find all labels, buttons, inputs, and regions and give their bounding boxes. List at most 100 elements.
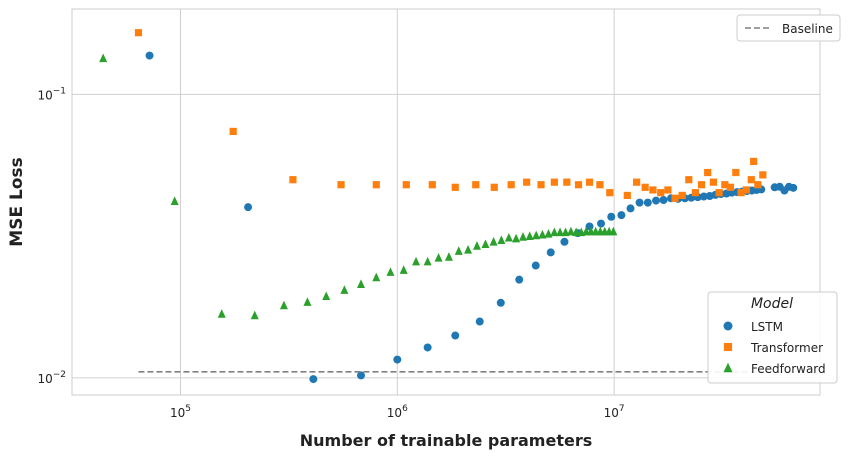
feedforward-point (538, 229, 547, 239)
feedforward-point (279, 300, 288, 310)
transformer-point (451, 183, 459, 191)
transformer-point (537, 181, 545, 189)
lstm-point (560, 237, 569, 246)
transformer-point (289, 176, 297, 184)
transformer-point (704, 168, 712, 177)
transformer-point (229, 127, 237, 136)
lstm-point (531, 261, 540, 270)
lstm-point (515, 275, 524, 284)
transformer-point (678, 191, 686, 200)
transformer-point (747, 176, 755, 184)
lstm-point (659, 195, 668, 204)
feedforward-point (356, 279, 365, 288)
lstm-point (597, 219, 606, 228)
y-axis-ticks: 10−2 10−1 (37, 86, 66, 386)
transformer-point (691, 189, 700, 197)
series-feedforward (99, 53, 618, 320)
transformer-point (697, 181, 706, 189)
lstm-point (475, 317, 484, 326)
legend-reference: Baseline (736, 14, 841, 42)
transformer-point (574, 181, 583, 189)
lstm-point (244, 203, 253, 212)
transformer-point (759, 171, 767, 179)
transformer-point (657, 189, 665, 197)
x-tick-label: 107 (604, 404, 625, 420)
feedforward-point (322, 291, 331, 301)
data-marks (99, 29, 798, 384)
transformer-point (737, 189, 745, 197)
transformer-point (641, 183, 649, 191)
transformer-point (750, 157, 758, 166)
lstm-point (635, 198, 644, 207)
transformer-point (623, 191, 631, 200)
transformer-point (732, 168, 740, 177)
x-axis-ticks: 105 106 107 (170, 404, 625, 420)
feedforward-point (386, 267, 395, 276)
legend-lstm-swatch (723, 321, 733, 331)
feedforward-point (489, 236, 498, 246)
x-tick-label: 105 (170, 404, 191, 420)
legend-title: Model (751, 296, 793, 312)
lstm-point (496, 298, 505, 307)
transformer-point (523, 178, 531, 186)
lstm-point (423, 343, 432, 352)
feedforward-point (170, 196, 179, 205)
y-axis-title: MSE Loss (7, 157, 27, 246)
feedforward-point (303, 297, 312, 306)
legend-feedforward-label: Feedforward (751, 362, 826, 376)
feedforward-point (217, 309, 226, 318)
transformer-point (721, 181, 729, 189)
feedforward-point (372, 272, 381, 282)
lstm-point (393, 355, 402, 364)
feedforward-point (481, 239, 490, 249)
transformer-point (685, 176, 693, 184)
grid (72, 9, 820, 395)
transformer-point (754, 181, 762, 189)
feedforward-point (454, 246, 463, 255)
transformer-point (715, 189, 723, 197)
feedforward-point (532, 230, 541, 240)
legend-transformer-label: Transformer (750, 341, 823, 355)
lstm-point (699, 192, 708, 201)
feedforward-point (444, 252, 453, 261)
feedforward-point (464, 244, 473, 254)
feedforward-point (412, 256, 421, 266)
feedforward-point (550, 227, 559, 237)
lstm-point (789, 183, 798, 192)
transformer-point (649, 186, 657, 194)
lstm-point (643, 198, 652, 207)
y-tick-label: 10−1 (37, 86, 66, 102)
transformer-point (585, 178, 594, 186)
feedforward-point (572, 227, 581, 237)
lstm-point (145, 51, 154, 60)
x-axis-title: Number of trainable parameters (300, 431, 592, 450)
feedforward-point (340, 285, 349, 294)
feedforward-point (504, 232, 513, 242)
feedforward-point (544, 229, 553, 238)
lstm-point (451, 331, 460, 340)
transformer-point (402, 181, 410, 189)
legend-models: Model LSTM Transformer Feedforward (707, 291, 838, 384)
transformer-point (664, 186, 672, 194)
lstm-point (546, 248, 555, 257)
feedforward-point (519, 232, 528, 241)
feedforward-point (399, 265, 408, 274)
feedforward-point (250, 310, 259, 320)
legend-box (707, 291, 838, 384)
plot-background (72, 9, 820, 395)
lstm-point (356, 371, 365, 380)
lstm-point (309, 375, 318, 384)
lstm-point (626, 204, 635, 213)
feedforward-point (525, 231, 534, 240)
legend-box (736, 14, 841, 42)
feedforward-point (609, 226, 618, 236)
feedforward-point (566, 226, 575, 236)
feedforward-point (423, 256, 432, 266)
transformer-point (633, 178, 641, 186)
feedforward-point (99, 53, 108, 63)
series-transformer (134, 29, 767, 202)
transformer-point (709, 178, 718, 186)
transformer-point (372, 181, 380, 189)
transformer-point (596, 181, 604, 189)
